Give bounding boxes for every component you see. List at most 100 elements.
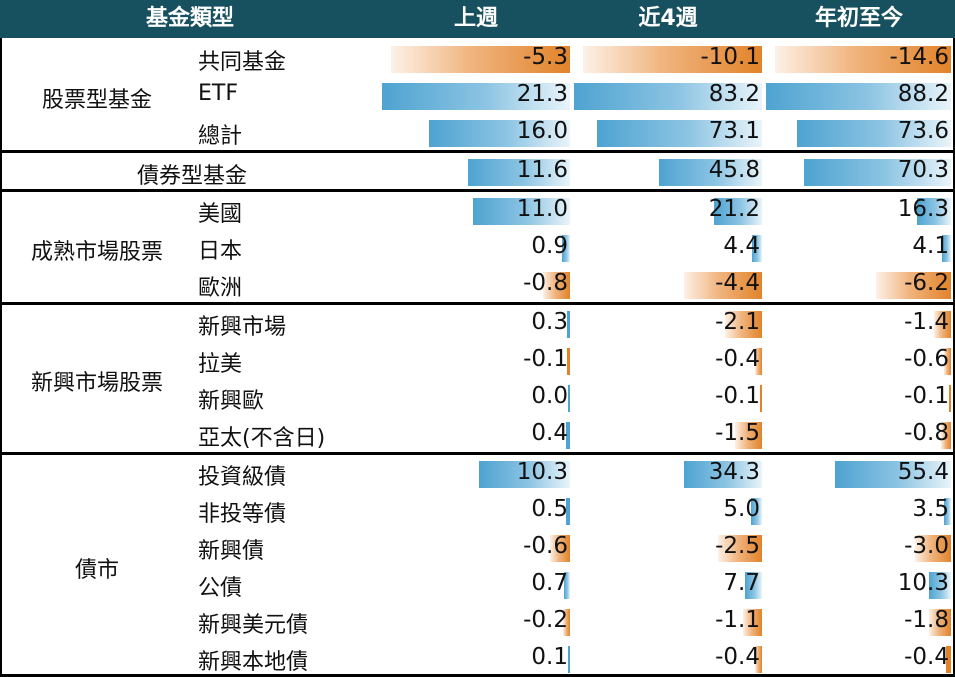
group-label: 成熟市場股票 bbox=[30, 239, 163, 265]
group-separator bbox=[0, 452, 955, 455]
value-cell: 11.0 bbox=[516, 196, 568, 222]
positive-bar bbox=[467, 159, 570, 186]
value-cell: 0.5 bbox=[531, 496, 568, 522]
header-cell: 基金類型 bbox=[145, 6, 234, 31]
negative-bar bbox=[684, 272, 762, 299]
negative-bar bbox=[563, 609, 570, 636]
positive-bar bbox=[568, 385, 570, 412]
negative-bar bbox=[949, 385, 951, 412]
negative-bar bbox=[742, 609, 762, 636]
value-cell: -0.4 bbox=[715, 346, 760, 372]
row-label: 總計 bbox=[198, 124, 243, 149]
positive-bar bbox=[834, 461, 951, 488]
value-cell: 73.6 bbox=[897, 118, 949, 144]
positive-bar bbox=[750, 498, 762, 525]
value-cell: 45.8 bbox=[708, 157, 760, 183]
negative-bar bbox=[934, 311, 951, 338]
value-cell: 0.7 bbox=[531, 570, 568, 596]
value-cell: 70.3 bbox=[897, 157, 949, 183]
value-cell: 21.3 bbox=[516, 81, 568, 107]
value-cell: -4.4 bbox=[715, 270, 760, 296]
value-cell: -10.1 bbox=[700, 44, 760, 70]
negative-bar bbox=[943, 348, 951, 375]
negative-bar bbox=[724, 311, 762, 338]
value-cell: -0.2 bbox=[523, 607, 568, 633]
row-label: 日本 bbox=[198, 239, 243, 264]
value-cell: 0.4 bbox=[531, 420, 568, 446]
row-label: 投資級債 bbox=[198, 465, 287, 490]
value-cell: 4.4 bbox=[723, 233, 760, 259]
row-label: 新興本地債 bbox=[198, 650, 309, 675]
row-label: 公債 bbox=[198, 576, 243, 601]
row-label: 亞太(不含日) bbox=[198, 426, 326, 451]
value-cell: -0.1 bbox=[523, 346, 568, 372]
group-label: 債市 bbox=[74, 558, 119, 583]
row-label: 歐洲 bbox=[198, 276, 243, 301]
negative-bar bbox=[760, 385, 762, 412]
group-label: 債券型基金 bbox=[136, 163, 247, 189]
value-cell: 73.1 bbox=[708, 118, 760, 144]
table-bottom-border bbox=[0, 674, 955, 677]
negative-bar bbox=[941, 422, 951, 449]
value-cell: 3.5 bbox=[912, 496, 949, 522]
table-border bbox=[953, 38, 955, 677]
negative-bar bbox=[735, 422, 762, 449]
row-label: 美國 bbox=[198, 202, 243, 227]
value-cell: 0.9 bbox=[531, 233, 568, 259]
negative-bar bbox=[566, 348, 570, 375]
header-cell: 年初至今 bbox=[814, 6, 903, 31]
table-border bbox=[0, 38, 2, 677]
negative-bar bbox=[549, 535, 570, 562]
value-cell: -2.5 bbox=[715, 533, 760, 559]
value-cell: 10.3 bbox=[897, 570, 949, 596]
value-cell: -0.6 bbox=[904, 346, 949, 372]
value-cell: -0.8 bbox=[904, 420, 949, 446]
value-cell: 55.4 bbox=[897, 459, 949, 485]
negative-bar bbox=[717, 535, 762, 562]
value-cell: -14.6 bbox=[889, 44, 949, 70]
positive-bar bbox=[916, 198, 951, 225]
value-cell: -1.5 bbox=[715, 420, 760, 446]
value-cell: 7.7 bbox=[723, 570, 760, 596]
row-label: 非投等債 bbox=[198, 502, 287, 527]
table-header: 基金類型 上週 近4週 年初至今 bbox=[0, 0, 955, 38]
value-cell: -5.3 bbox=[523, 44, 568, 70]
row-label: 新興美元債 bbox=[198, 613, 309, 638]
value-cell: -0.1 bbox=[904, 383, 949, 409]
positive-bar bbox=[744, 572, 762, 599]
value-cell: -0.6 bbox=[523, 533, 568, 559]
row-label: 拉美 bbox=[198, 352, 243, 377]
positive-bar bbox=[566, 422, 570, 449]
value-cell: 0.0 bbox=[531, 383, 568, 409]
row-label: 新興債 bbox=[198, 539, 265, 564]
value-cell: 16.3 bbox=[897, 196, 949, 222]
value-cell: -0.8 bbox=[523, 270, 568, 296]
positive-bar bbox=[714, 198, 762, 225]
group-separator bbox=[0, 189, 955, 192]
group-separator bbox=[0, 302, 955, 305]
positive-bar bbox=[479, 461, 570, 488]
positive-bar bbox=[803, 159, 951, 186]
negative-bar bbox=[543, 272, 570, 299]
positive-bar bbox=[658, 159, 762, 186]
value-cell: -1.1 bbox=[715, 607, 760, 633]
value-cell: 34.3 bbox=[708, 459, 760, 485]
positive-bar bbox=[684, 461, 762, 488]
value-cell: 83.2 bbox=[708, 81, 760, 107]
positive-bar bbox=[568, 646, 570, 673]
value-cell: 21.2 bbox=[708, 196, 760, 222]
positive-bar bbox=[565, 498, 570, 525]
value-cell: 88.2 bbox=[897, 81, 949, 107]
value-cell: -3.0 bbox=[904, 533, 949, 559]
group-separator bbox=[0, 150, 955, 153]
negative-bar bbox=[775, 46, 951, 73]
negative-bar bbox=[583, 46, 762, 73]
negative-bar bbox=[391, 46, 570, 73]
positive-bar bbox=[752, 235, 762, 262]
positive-bar bbox=[929, 572, 951, 599]
header-cell: 近4週 bbox=[638, 6, 698, 31]
group-label: 新興市場股票 bbox=[30, 371, 163, 396]
positive-bar bbox=[562, 235, 570, 262]
positive-bar bbox=[574, 83, 762, 110]
value-cell: -0.4 bbox=[904, 644, 949, 670]
